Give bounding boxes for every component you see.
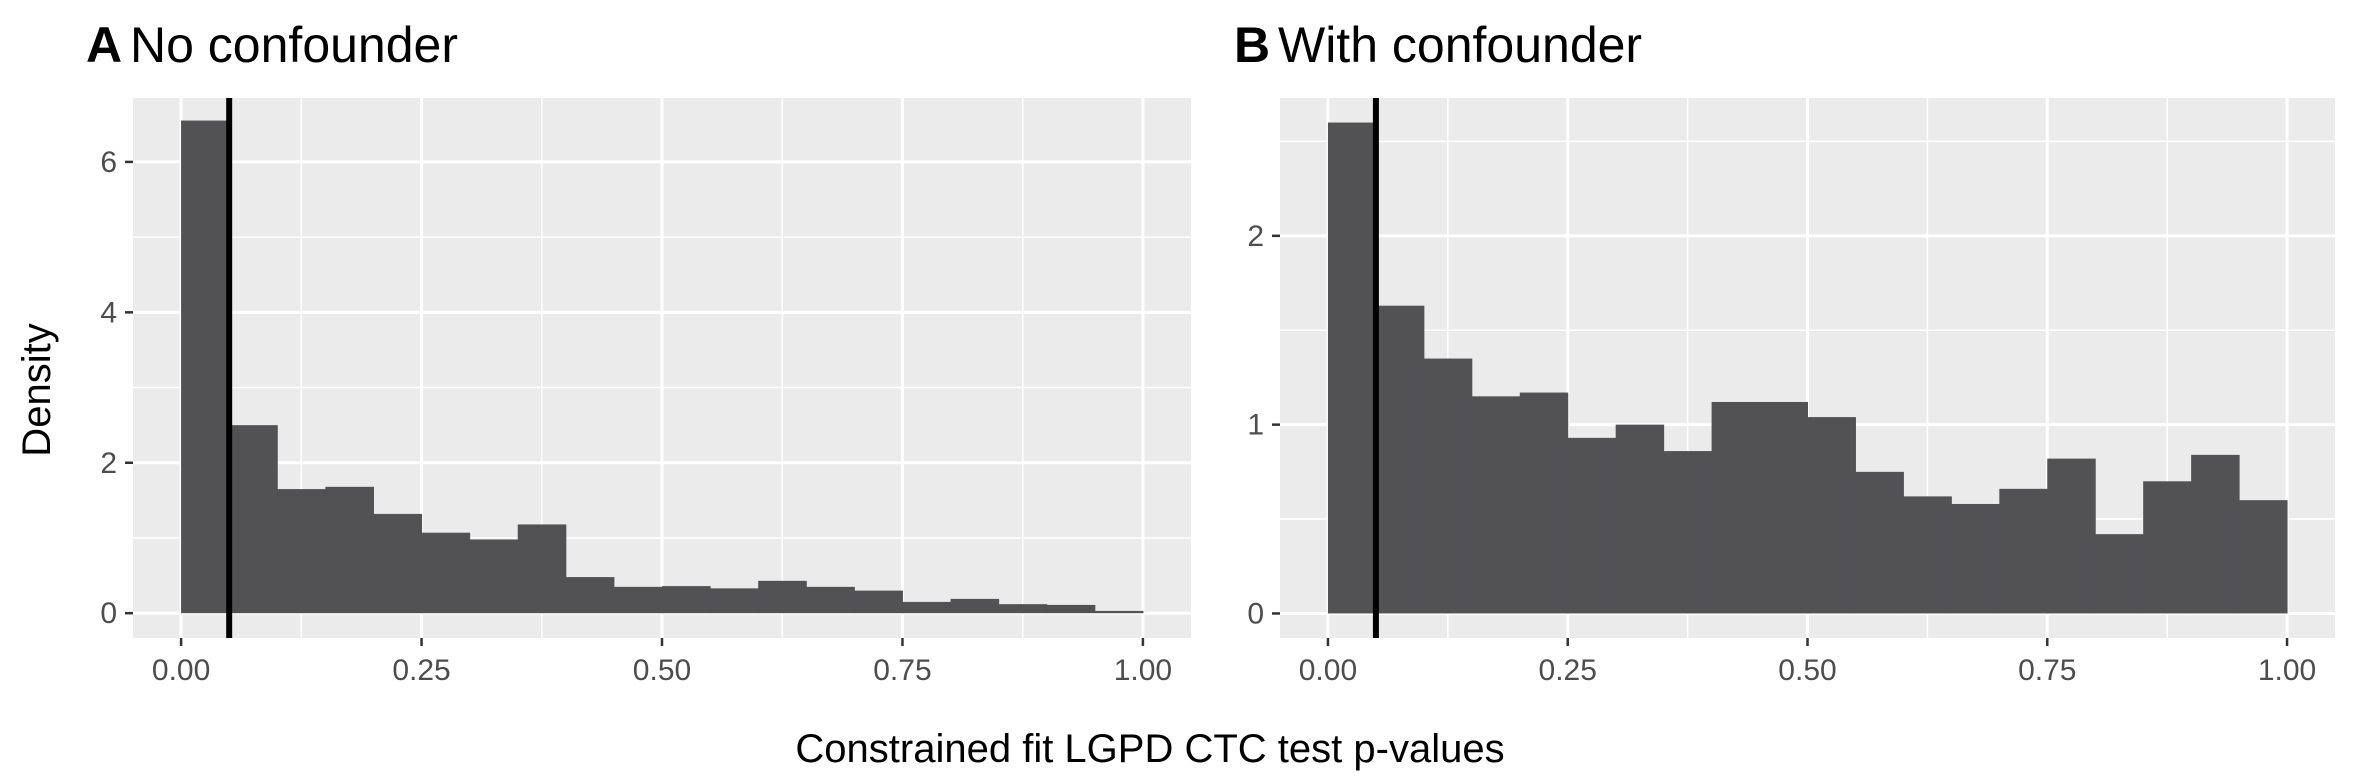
panel-b-letter: B — [1234, 17, 1270, 73]
histogram-bar — [1759, 401, 1808, 614]
y-tick-label: 2 — [100, 447, 117, 480]
histogram-bar — [181, 120, 230, 614]
x-tick-label: 1.00 — [2258, 654, 2316, 687]
histogram-bar — [421, 532, 471, 614]
panel-a-title: No confounder — [130, 17, 458, 73]
histogram-bar — [806, 586, 855, 614]
histogram-bar — [229, 425, 278, 614]
histogram-bar — [1999, 488, 2048, 614]
x-axis-panel-b: 0.00 0.25 0.50 0.75 1.00 — [1299, 638, 2316, 687]
histogram-bar — [1855, 471, 1904, 614]
y-axis-panel-a: 0 2 4 6 — [100, 146, 133, 630]
panel-a: A No confounder 0 2 4 6 0.00 0.25 0.50 0.75 1.0… — [86, 17, 1191, 687]
histogram-bar — [854, 590, 903, 614]
x-tick-label: 0.50 — [1778, 654, 1836, 687]
y-tick-label: 2 — [1247, 220, 1264, 253]
histogram-bar — [998, 604, 1048, 614]
histogram-bar — [373, 513, 423, 614]
histogram-bar — [613, 586, 663, 614]
histogram-bar — [469, 539, 519, 614]
y-tick-label: 0 — [1247, 597, 1264, 630]
y-tick-label: 6 — [100, 146, 117, 179]
histogram-bar — [950, 598, 1000, 614]
histogram-bar — [1519, 392, 1569, 614]
y-tick-label: 1 — [1247, 409, 1264, 442]
y-axis-title: Density — [15, 323, 59, 456]
histogram-bar — [902, 601, 952, 614]
histogram-bar — [2095, 534, 2144, 614]
x-tick-label: 0.00 — [152, 654, 210, 687]
x-tick-label: 0.25 — [1539, 654, 1597, 687]
x-axis-panel-a: 0.00 0.25 0.50 0.75 1.00 — [152, 638, 1172, 687]
histogram-bar — [2191, 454, 2240, 614]
histogram-bar — [1423, 358, 1473, 614]
histogram-bar — [1951, 503, 2000, 614]
histogram-bar — [1663, 451, 1713, 614]
panel-a-letter: A — [86, 17, 122, 73]
y-tick-label: 4 — [100, 296, 117, 329]
histogram-bar — [1615, 424, 1665, 614]
x-axis-title: Constrained fit LGPD CTC test p-values — [795, 727, 1504, 771]
x-tick-label: 0.00 — [1299, 654, 1357, 687]
histogram-bar — [1046, 604, 1096, 614]
histogram-bar — [1327, 122, 1377, 614]
y-tick-label: 0 — [100, 597, 117, 630]
histogram-bar — [1375, 305, 1425, 614]
histogram-bar — [2143, 481, 2192, 614]
bars-panel-a — [181, 120, 1144, 614]
histogram-bar — [1094, 610, 1144, 614]
histogram-bar — [517, 524, 567, 614]
histogram-bar — [1807, 417, 1856, 614]
histogram-bar — [662, 586, 711, 614]
histogram-bar — [1903, 496, 1952, 614]
x-tick-label: 1.00 — [1114, 654, 1172, 687]
histogram-bar — [325, 486, 374, 614]
histogram-bar — [758, 580, 807, 614]
x-tick-label: 0.25 — [392, 654, 450, 687]
histogram-bar — [1711, 401, 1761, 614]
histogram-bar — [2047, 458, 2096, 614]
x-tick-label: 0.75 — [2018, 654, 2076, 687]
bars-panel-b — [1327, 122, 2288, 614]
histogram-bar — [565, 577, 615, 614]
x-tick-label: 0.75 — [873, 654, 931, 687]
histogram-bar — [1567, 437, 1617, 614]
histogram-bar — [277, 489, 326, 614]
y-axis-panel-b: 0 1 2 — [1247, 220, 1280, 630]
panel-b-title: With confounder — [1278, 17, 1642, 73]
x-tick-label: 0.50 — [633, 654, 691, 687]
panel-b: B With confounder 0 1 2 0.00 0.25 0.50 0.75 1.… — [1234, 17, 2335, 687]
histogram-bar — [710, 588, 759, 614]
histogram-bar — [1471, 396, 1521, 614]
histogram-bar — [2239, 500, 2288, 614]
